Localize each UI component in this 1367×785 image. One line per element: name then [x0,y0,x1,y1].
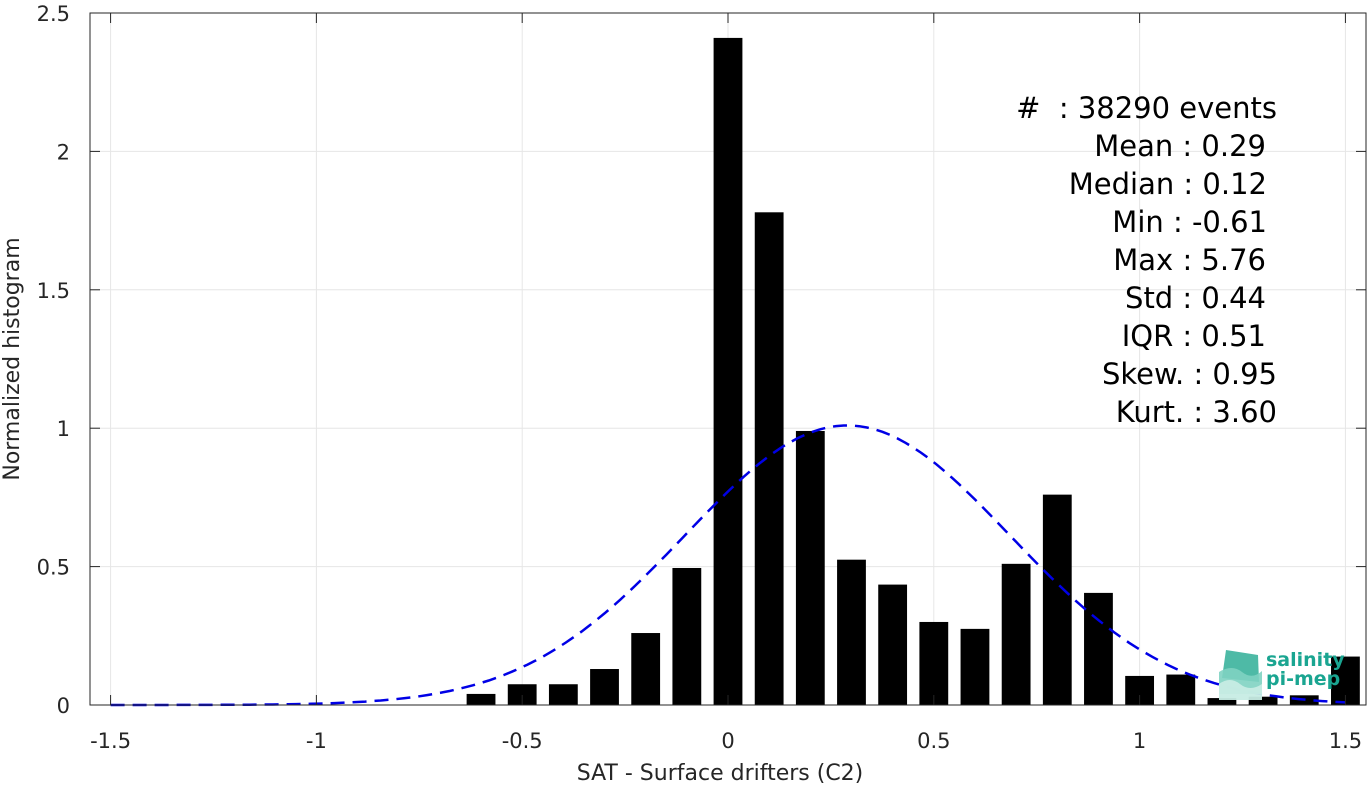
histogram-bar [837,559,866,705]
histogram-bar [754,212,784,705]
stat-min: Min : -0.61 [1112,205,1267,239]
histogram-bar [1207,698,1237,705]
stat-mean: Mean : 0.29 [1094,129,1266,163]
y-tick-label: 0 [57,694,70,718]
histogram-bar [466,693,496,705]
axes [89,12,1367,706]
stat-iqr: IQR : 0.51 [1122,319,1266,353]
y-tick-labels: 0 0.5 1 1.5 2 2.5 [37,2,70,718]
y-tick-label: 2.5 [37,2,70,26]
histogram-bar [1042,494,1072,705]
histogram-bar [1001,563,1031,705]
x-tick-label: 0 [721,729,734,753]
x-tick-label: -0.5 [502,729,543,753]
histogram-bar [590,669,619,705]
histogram-bar [919,621,949,705]
x-tick-label: 1.5 [1329,729,1362,753]
stat-median: Median : 0.12 [1069,167,1267,201]
histogram-bar [1166,674,1196,705]
x-tick-label: 0.5 [917,729,950,753]
stats-box: # : 38290 events Mean : 0.29 Median : 0.… [1016,91,1277,429]
y-tick-label: 0.5 [37,556,70,580]
y-tick-label: 2 [57,140,70,164]
histogram-bar [548,684,578,705]
x-tick-label: 1 [1133,729,1146,753]
histogram-bar [713,37,743,706]
histogram-bar [878,584,908,705]
histogram-bar [795,430,825,705]
y-tick-label: 1 [57,417,70,441]
histogram-bar [631,633,661,705]
stat-events: # : 38290 events [1016,91,1277,125]
stat-skew: Skew. : 0.95 [1102,357,1277,391]
x-axis-label: SAT - Surface drifters (C2) [577,761,864,785]
stat-kurt: Kurt. : 3.60 [1116,395,1277,429]
y-tick-label: 1.5 [37,279,70,303]
logo-emblem-icon [1219,650,1262,700]
x-tick-label: -1 [306,729,327,753]
histogram-bar [507,684,537,705]
histogram-bar [960,628,990,705]
logo-text-line2: pi-mep [1266,668,1340,690]
stat-max: Max : 5.76 [1113,243,1266,277]
x-tick-labels: -1.5 -1 -0.5 0 0.5 1 1.5 [90,729,1362,753]
histogram-bars [466,37,1360,706]
histogram-bar [672,567,702,705]
salinity-pimep-logo: salinity pi-mep [1219,649,1345,700]
x-tick-label: -1.5 [90,729,131,753]
stat-std: Std : 0.44 [1125,281,1266,315]
y-axis-label: Normalized histogram [0,237,25,480]
logo-text-line1: salinity [1266,649,1345,671]
histogram-bar [1084,592,1113,705]
histogram-bar [1248,696,1278,705]
